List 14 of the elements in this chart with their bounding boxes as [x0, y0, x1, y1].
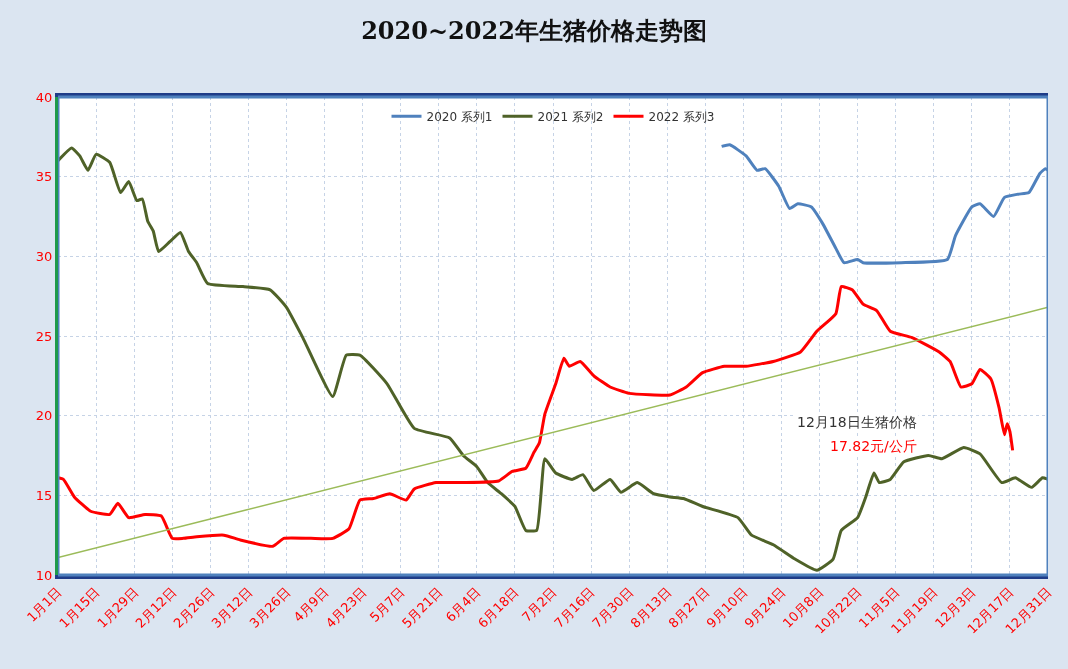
y-tick-label: 15: [35, 487, 53, 503]
y-tick-label: 25: [35, 328, 53, 344]
annotation: 12月18日生猪价格: [797, 414, 917, 430]
chart-title: 2020~2022年生猪价格走势图: [361, 15, 707, 45]
legend-label: 2022 系列3: [648, 109, 715, 124]
y-tick-label: 20: [35, 408, 53, 424]
legend-label: 2020 系列1: [426, 109, 493, 124]
y-tick-label: 40: [35, 89, 53, 105]
annotation: 17.82元/公斤: [830, 438, 917, 454]
y-tick-label: 35: [35, 169, 53, 185]
y-tick-label: 10: [35, 567, 53, 583]
line-series: [58, 146, 1048, 572]
legend-label: 2021 系列2: [537, 109, 604, 124]
y-tick-label: 30: [35, 248, 53, 264]
